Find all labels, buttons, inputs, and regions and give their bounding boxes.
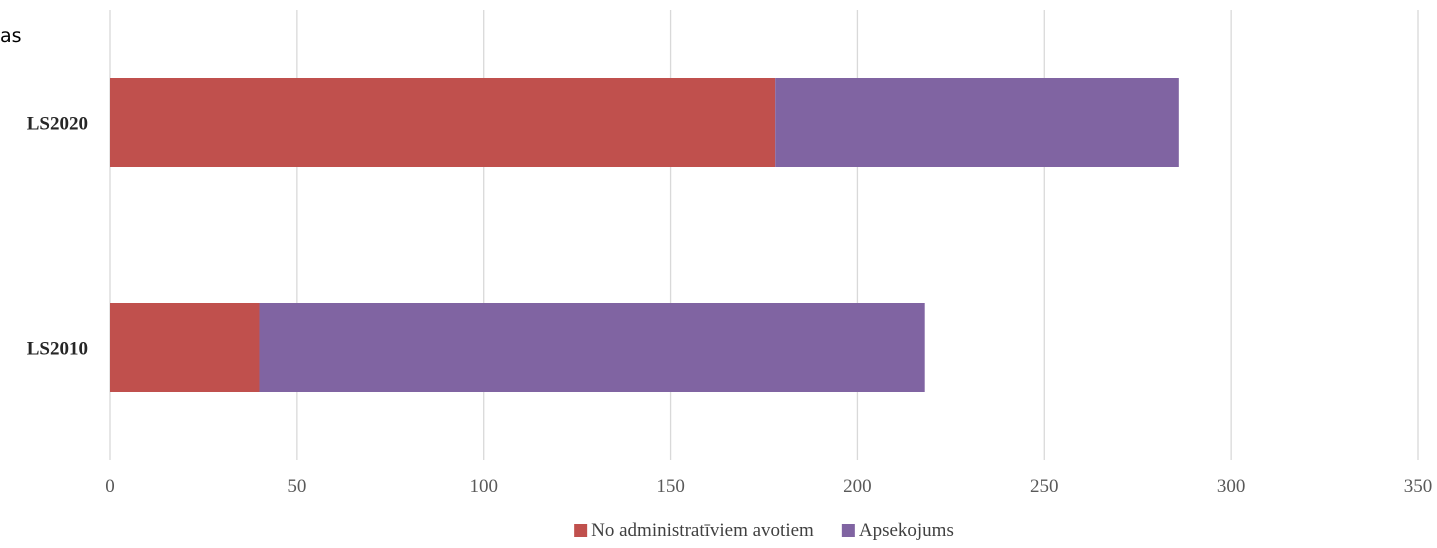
category-label-ls2020: LS2020	[27, 114, 88, 135]
legend-item-apsekojums: Apsekojums	[841, 520, 954, 541]
x-tick-labels: 0 50 100 150 200 250 300 350	[105, 476, 1432, 497]
bar-ls2010-apsekojums	[259, 303, 925, 392]
legend-swatch-no-administrativiem-avotiem	[574, 524, 588, 537]
x-tick-label-250: 250	[1030, 476, 1059, 497]
cropped-title-fragment: as	[0, 25, 22, 47]
x-tick-label-50: 50	[287, 476, 306, 497]
bar-ls2010-no-administrativiem-avotiem	[110, 303, 260, 392]
x-tick-label-350: 350	[1404, 476, 1433, 497]
category-label-ls2010: LS2010	[27, 339, 88, 360]
x-tick-label-0: 0	[105, 476, 115, 497]
x-tick-label-300: 300	[1217, 476, 1246, 497]
legend-swatch-apsekojums	[841, 524, 855, 537]
x-tick-label-100: 100	[469, 476, 498, 497]
legend: No administratīviem avotiem Apsekojums	[574, 520, 954, 541]
bars	[110, 78, 1179, 392]
legend-label-no-administrativiem-avotiem: No administratīviem avotiem	[591, 520, 814, 541]
legend-label-apsekojums: Apsekojums	[859, 520, 954, 541]
category-labels: LS2020 LS2010	[27, 114, 88, 360]
legend-item-no-administrativiem-avotiem: No administratīviem avotiem	[574, 520, 814, 541]
bar-ls2020-apsekojums	[775, 78, 1179, 167]
bar-ls2020-no-administrativiem-avotiem	[110, 78, 776, 167]
x-tick-label-150: 150	[656, 476, 685, 497]
gridlines	[296, 10, 1419, 460]
x-tick-label-200: 200	[843, 476, 872, 497]
